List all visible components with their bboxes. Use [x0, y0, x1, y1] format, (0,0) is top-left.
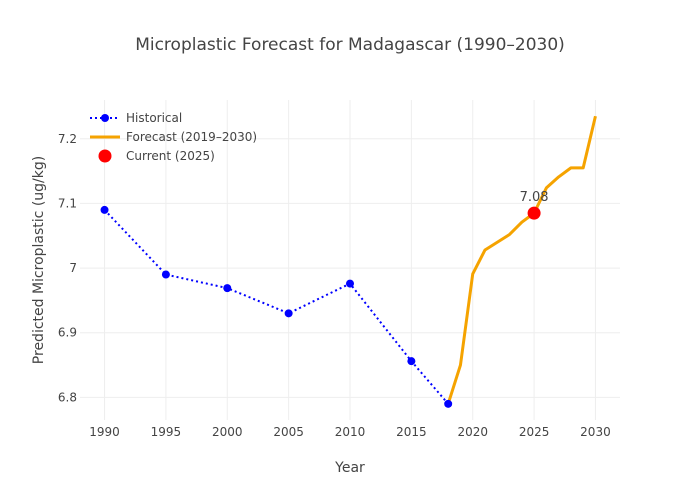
legend-item[interactable]: Historical	[90, 111, 182, 125]
y-tick-label: 6.8	[58, 390, 77, 404]
chart-title: Microplastic Forecast for Madagascar (19…	[135, 35, 565, 55]
historical-point	[346, 279, 354, 288]
legend[interactable]: Historical Forecast (2019–2030) Current (2…	[90, 111, 257, 163]
legend-swatch-marker	[98, 149, 112, 163]
historical-point	[223, 284, 232, 293]
x-tick-label: 2010	[335, 425, 366, 439]
y-tick-labels: 6.8 6.9 7 7.1 7.2	[58, 132, 77, 405]
legend-label: Forecast (2019–2030)	[126, 130, 257, 144]
x-tick-label: 2000	[212, 425, 243, 439]
historical-point	[444, 399, 453, 408]
grid	[80, 100, 620, 420]
y-axis-title: Predicted Microplastic (ug/kg)	[31, 156, 47, 364]
current-point	[527, 206, 541, 220]
legend-label: Current (2025)	[126, 149, 215, 163]
y-tick-label: 7.1	[58, 196, 77, 210]
y-tick-label: 7	[69, 261, 77, 275]
x-tick-labels: 1990 1995 2000 2005 2010 2015 2020 2025 2030	[89, 425, 610, 439]
x-tick-label: 2015	[396, 425, 427, 439]
x-axis-title: Year	[334, 460, 365, 476]
historical-point	[100, 205, 109, 214]
x-tick-label: 1990	[89, 425, 120, 439]
series-layer	[100, 115, 597, 408]
legend-swatch-marker	[101, 114, 109, 122]
legend-item[interactable]: Current (2025)	[98, 149, 215, 163]
y-tick-label: 6.9	[58, 326, 77, 340]
y-tick-label: 7.2	[58, 132, 77, 146]
historical-point	[284, 309, 293, 318]
historical-line	[103, 209, 449, 405]
legend-label: Historical	[126, 111, 182, 125]
legend-item[interactable]: Forecast (2019–2030)	[90, 130, 257, 144]
x-tick-label: 2025	[519, 425, 550, 439]
x-tick-label: 2005	[273, 425, 304, 439]
historical-point	[161, 270, 170, 279]
current-value-label: 7.08	[520, 190, 549, 205]
forecast-line	[446, 115, 597, 405]
x-tick-label: 2020	[457, 425, 488, 439]
x-tick-label: 2030	[580, 425, 611, 439]
x-tick-label: 1995	[151, 425, 182, 439]
historical-point	[407, 357, 416, 366]
